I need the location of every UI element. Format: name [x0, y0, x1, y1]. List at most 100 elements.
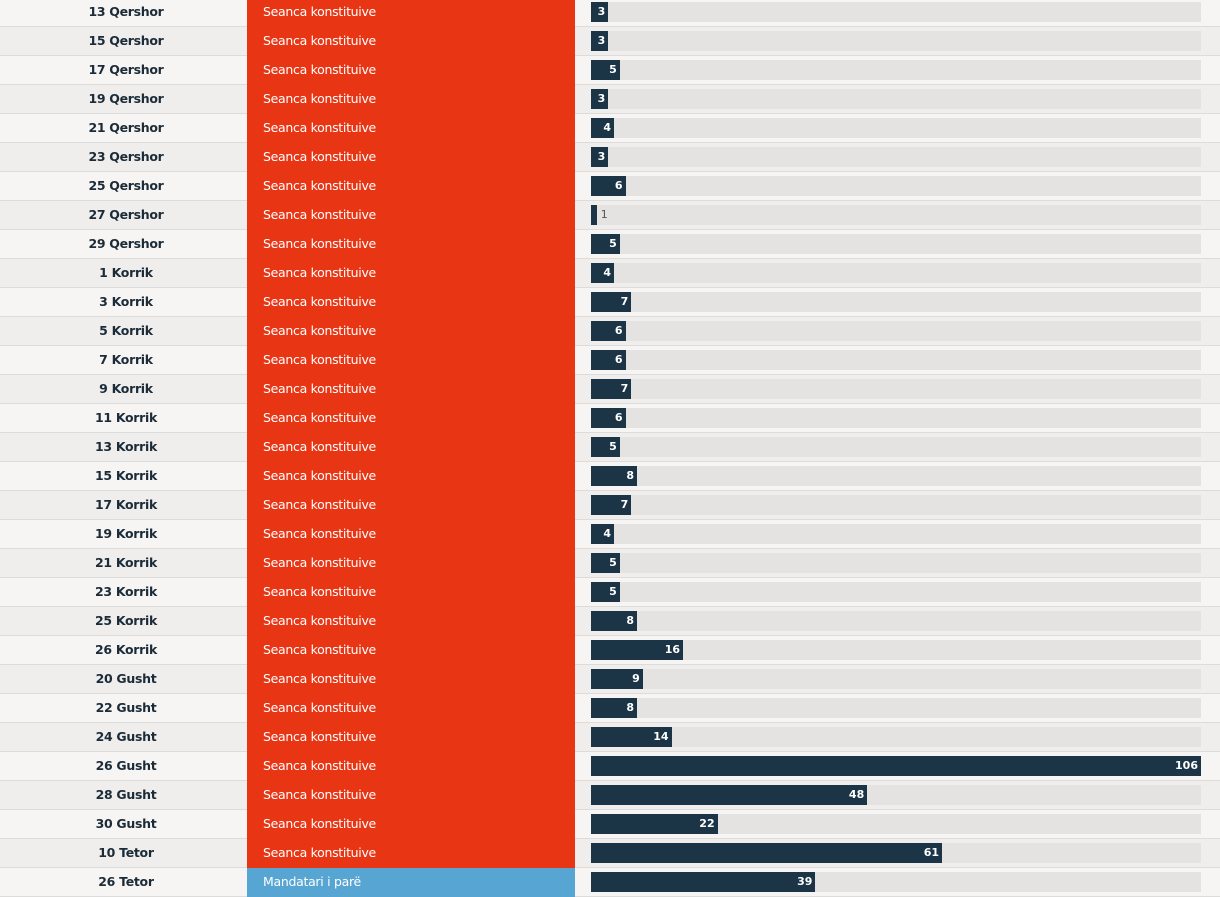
table-row: 17 Korrik Seanca konstituive 7: [0, 491, 1220, 520]
bar-value-label: 48: [848, 788, 865, 801]
bar-track: 5: [591, 582, 1201, 602]
bar-track: 16: [591, 640, 1201, 660]
date-label: 9 Korrik: [99, 381, 153, 396]
bar-track: 7: [591, 292, 1201, 312]
table-row: 11 Korrik Seanca konstituive 6: [0, 404, 1220, 433]
phase-label: Seanca konstituive: [247, 607, 575, 636]
phase-label: Seanca konstituive: [247, 839, 575, 868]
date-label: 15 Qershor: [88, 33, 164, 48]
bar-value-label: 5: [609, 63, 617, 76]
phase-label: Seanca konstituive: [247, 433, 575, 462]
bar-track: 8: [591, 611, 1201, 631]
bar-track: 3: [591, 2, 1201, 22]
table-row: 23 Qershor Seanca konstituive 3: [0, 143, 1220, 172]
phase-label: Seanca konstituive: [247, 665, 575, 694]
bar: [591, 408, 626, 428]
bar: [591, 89, 609, 109]
bar: [591, 176, 626, 196]
bar-value-label: 3: [597, 92, 606, 105]
bar-value-label: 3: [597, 150, 606, 163]
bar: [591, 611, 638, 631]
table-row: 7 Korrik Seanca konstituive 6: [0, 346, 1220, 375]
bar: [591, 118, 615, 138]
bar-track: 7: [591, 495, 1201, 515]
table-row: 1 Korrik Seanca konstituive 4: [0, 259, 1220, 288]
table-row: 3 Korrik Seanca konstituive 7: [0, 288, 1220, 317]
bar-value-label: 9: [632, 672, 640, 685]
bar-track: 4: [591, 118, 1201, 138]
table-row: 30 Gusht Seanca konstituive 22: [0, 810, 1220, 839]
date-label: 28 Gusht: [95, 787, 157, 802]
bar: [591, 263, 615, 283]
date-label: 3 Korrik: [99, 294, 153, 309]
bar-value-label: 6: [614, 353, 623, 366]
date-label: 23 Qershor: [88, 149, 164, 164]
date-label: 15 Korrik: [94, 468, 158, 483]
bar-value-label: 6: [614, 411, 623, 424]
date-label: 26 Korrik: [94, 642, 158, 657]
bar-track: 61: [591, 843, 1201, 863]
bar-track: 106: [591, 756, 1201, 776]
table-row: 15 Korrik Seanca konstituive 8: [0, 462, 1220, 491]
table-row: 10 Tetor Seanca konstituive 61: [0, 839, 1220, 868]
bar: [591, 785, 868, 805]
bar: [591, 350, 626, 370]
phase-label: Seanca konstituive: [247, 723, 575, 752]
bar-value-label: 4: [603, 121, 612, 134]
bar-track: 7: [591, 379, 1201, 399]
bar-value-label: 5: [609, 440, 617, 453]
table-row: 13 Qershor Seanca konstituive 3: [0, 0, 1220, 27]
bar-value-label: 5: [609, 585, 617, 598]
bar: [591, 205, 597, 225]
date-label: 23 Korrik: [94, 584, 158, 599]
table-row: 20 Gusht Seanca konstituive 9: [0, 665, 1220, 694]
bar-value-label: 16: [664, 643, 681, 656]
bar-value-label: 14: [653, 730, 669, 743]
phase-label: Seanca konstituive: [247, 230, 575, 259]
phase-label: Seanca konstituive: [247, 810, 575, 839]
bar-value-label: 7: [620, 295, 629, 308]
bar: [591, 2, 609, 22]
bar-track: 39: [591, 872, 1201, 892]
bar-track: 5: [591, 234, 1201, 254]
date-label: 19 Qershor: [88, 91, 164, 106]
bar-track: 48: [591, 785, 1201, 805]
phase-label: Seanca konstituive: [247, 520, 575, 549]
table-row: 26 Korrik Seanca konstituive 16: [0, 636, 1220, 665]
phase-label: Seanca konstituive: [247, 549, 575, 578]
date-label: 17 Qershor: [88, 62, 164, 77]
phase-label: Seanca konstituive: [247, 0, 575, 27]
bar-track: 6: [591, 176, 1201, 196]
table-row: 19 Korrik Seanca konstituive 4: [0, 520, 1220, 549]
table-row: 27 Qershor Seanca konstituive 1: [0, 201, 1220, 230]
bar: [591, 582, 620, 602]
bar-value-label: 7: [620, 382, 629, 395]
date-label: 21 Qershor: [88, 120, 164, 135]
bar-track: 6: [591, 321, 1201, 341]
phase-label: Seanca konstituive: [247, 694, 575, 723]
bar: [591, 814, 718, 834]
phase-label: Mandatari i parë: [247, 868, 575, 897]
date-label: 13 Qershor: [88, 4, 164, 19]
bar-track: 14: [591, 727, 1201, 747]
bar-value-label: 106: [1175, 759, 1198, 772]
table-row: 25 Korrik Seanca konstituive 8: [0, 607, 1220, 636]
bar-track: 3: [591, 147, 1201, 167]
bar: [591, 640, 684, 660]
phase-label: Seanca konstituive: [247, 317, 575, 346]
table-row: 9 Korrik Seanca konstituive 7: [0, 375, 1220, 404]
phase-label: Seanca konstituive: [247, 85, 575, 114]
bar: [591, 321, 626, 341]
phase-label: Seanca konstituive: [247, 781, 575, 810]
date-label: 19 Korrik: [94, 526, 158, 541]
phase-label: Seanca konstituive: [247, 752, 575, 781]
date-label: 21 Korrik: [94, 555, 158, 570]
date-label: 13 Korrik: [94, 439, 158, 454]
phase-label: Seanca konstituive: [247, 636, 575, 665]
bar: [591, 727, 672, 747]
bar: [591, 669, 643, 689]
table-row: 19 Qershor Seanca konstituive 3: [0, 85, 1220, 114]
table-row: 22 Gusht Seanca konstituive 8: [0, 694, 1220, 723]
phase-label: Seanca konstituive: [247, 114, 575, 143]
